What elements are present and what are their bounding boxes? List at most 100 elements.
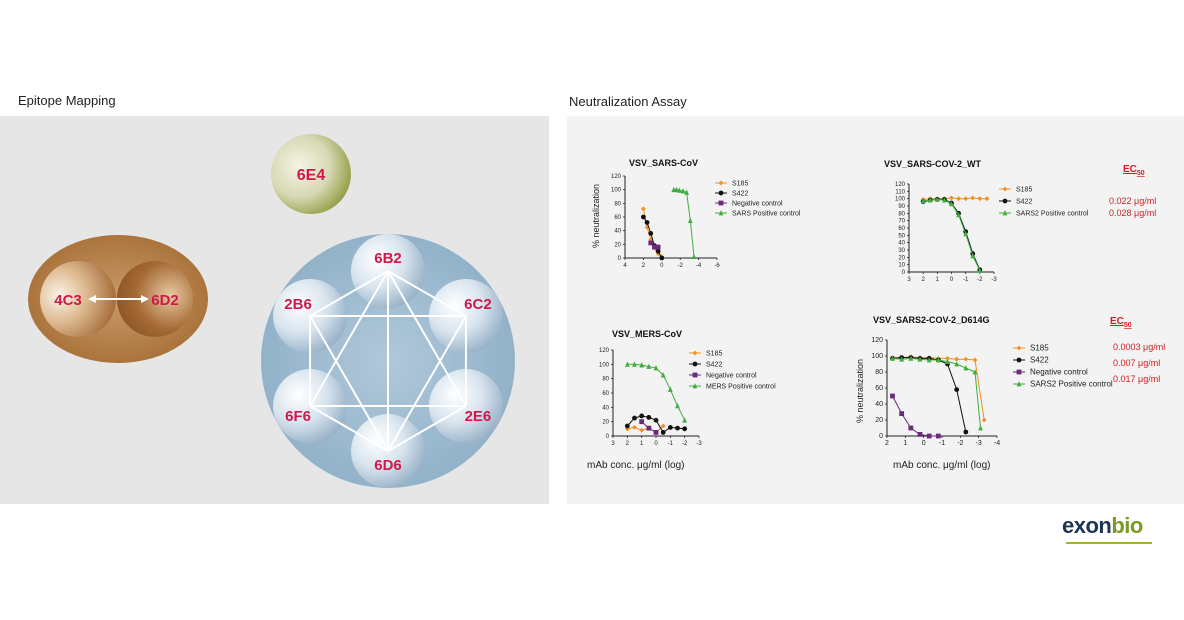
- ec50-value: 0.007 μg/ml: [1113, 358, 1160, 368]
- x-tick-label: -2: [957, 440, 963, 447]
- data-point: [624, 423, 630, 429]
- x-tick-label: 4: [623, 263, 627, 269]
- y-tick-label: 80: [602, 377, 609, 383]
- data-point: [639, 413, 645, 419]
- series-line: [923, 197, 987, 200]
- ec50-value: 0.028 μg/ml: [1109, 208, 1156, 218]
- y-tick-label: 20: [614, 242, 621, 248]
- x-tick-label: 0: [654, 441, 658, 447]
- data-point: [667, 425, 673, 430]
- data-point: [890, 355, 895, 361]
- logo-exon-text: exon: [1062, 513, 1112, 538]
- data-point: [956, 211, 961, 218]
- data-point: [639, 427, 645, 433]
- legend-label: S422: [732, 191, 748, 198]
- epitope-link-2-3: [387, 405, 467, 452]
- data-point: [920, 197, 926, 204]
- data-point: [653, 417, 659, 423]
- y-tick-label: 30: [898, 248, 905, 254]
- x-axis-label: mAb conc. μg/ml (log): [893, 460, 990, 471]
- legend-label: Negative control: [1030, 368, 1088, 377]
- legend-label: S422: [1030, 356, 1049, 365]
- data-point: [675, 425, 680, 431]
- data-point: [639, 362, 645, 368]
- epitope-label-6d6: 6D6: [374, 457, 402, 474]
- x-tick-label: 0: [950, 277, 954, 283]
- data-point: [963, 356, 969, 362]
- y-tick-label: 100: [871, 353, 883, 360]
- series-negative-control: [648, 240, 661, 250]
- legend-marker: [1016, 345, 1022, 351]
- epitope-link-3-4: [309, 405, 389, 452]
- data-point: [917, 432, 923, 437]
- chart-title: VSV_MERS-CoV: [612, 329, 682, 339]
- pair-arrow-left-icon: [88, 295, 96, 303]
- y-tick-label: 120: [871, 337, 883, 344]
- data-point: [908, 425, 914, 431]
- legend-label: Negative control: [706, 373, 757, 380]
- data-point: [945, 356, 950, 361]
- data-point: [648, 237, 654, 242]
- x-tick-label: -2: [678, 263, 684, 269]
- legend-label: Negative control: [732, 201, 783, 208]
- data-point: [899, 411, 905, 416]
- data-point: [660, 430, 666, 435]
- x-tick-label: -1: [668, 441, 674, 447]
- epitope-label-2e6: 2E6: [465, 408, 492, 425]
- pair-arrow-right-icon: [141, 295, 149, 303]
- data-point: [945, 358, 950, 364]
- x-tick-label: 3: [907, 277, 911, 283]
- y-tick-label: 70: [898, 219, 905, 225]
- data-point: [956, 196, 961, 202]
- series-line: [627, 363, 686, 421]
- data-point: [890, 393, 895, 399]
- x-tick-label: 2: [626, 441, 630, 447]
- epitope-link-1-3: [387, 315, 467, 452]
- series-s422: [920, 197, 983, 273]
- legend-label: S185: [1030, 344, 1049, 353]
- legend-label: SARS Positive control: [732, 211, 801, 218]
- ec50-header: EC50: [1110, 316, 1132, 329]
- data-point: [655, 248, 661, 254]
- legend-marker: [692, 350, 698, 356]
- neutralization-assay-panel: VSV_SARS-CoV 0 20 40 60 80 100 120 4 2 0 -2 -4 -6% ne…: [567, 116, 1184, 504]
- y-tick-label: 80: [614, 201, 621, 207]
- x-tick-label: -1: [939, 440, 945, 447]
- epitope-link-0-1: [387, 270, 467, 317]
- y-tick-label: 0: [879, 433, 883, 440]
- epitope-diagram: 6E4 4C3 6D2 6B2 6C2 2E6 6D6 6F6 2B6: [28, 134, 515, 488]
- epitope-6e4-group: 6E4: [271, 134, 351, 214]
- data-point: [655, 251, 661, 257]
- data-point: [652, 244, 657, 250]
- series-line: [892, 357, 967, 433]
- series-sars2-positive-control: [920, 196, 983, 273]
- y-tick-label: 120: [895, 182, 906, 188]
- legend-marker: [1002, 186, 1008, 192]
- data-point: [954, 387, 960, 392]
- x-tick-label: 2: [642, 263, 646, 269]
- data-point: [949, 195, 954, 201]
- y-tick-label: 40: [875, 401, 883, 408]
- data-point: [660, 423, 666, 429]
- epitope-label-6b2: 6B2: [374, 250, 402, 267]
- legend-marker: [718, 190, 724, 196]
- legend-marker: [718, 210, 724, 216]
- data-point: [632, 415, 637, 421]
- legend-label: MERS Positive control: [706, 384, 776, 391]
- ec50-value: 0.0003 μg/ml: [1113, 342, 1165, 352]
- y-tick-label: 100: [895, 197, 906, 203]
- y-tick-label: 0: [902, 270, 906, 276]
- logo-bio-text: bio: [1111, 513, 1143, 538]
- data-point: [978, 425, 983, 431]
- data-point: [639, 419, 645, 425]
- x-tick-label: -3: [991, 277, 997, 283]
- data-point: [641, 206, 646, 212]
- series-negative-control: [890, 393, 941, 439]
- legend-marker: [718, 180, 724, 186]
- data-point: [660, 372, 666, 378]
- data-point: [972, 369, 978, 375]
- data-point: [963, 230, 969, 237]
- x-tick-label: 0: [922, 440, 926, 447]
- chart-title: VSV_SARS-CoV: [629, 158, 698, 168]
- data-point: [646, 425, 652, 431]
